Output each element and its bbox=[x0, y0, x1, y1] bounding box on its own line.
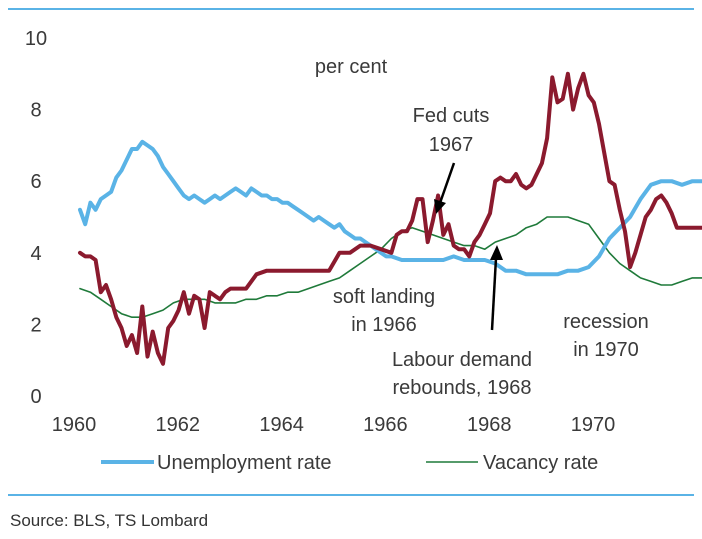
legend-label-vacancy: Vacancy rate bbox=[483, 452, 598, 474]
labour-demand-arrow bbox=[490, 257, 498, 331]
unit-label: per cent bbox=[315, 56, 388, 78]
labour-demand-arrowhead bbox=[490, 245, 503, 260]
bottom-rule bbox=[8, 494, 694, 496]
annotation-labour-demand-year: rebounds, 1968 bbox=[392, 377, 531, 399]
source-note: Source: BLS, TS Lombard bbox=[10, 511, 209, 530]
top-rule bbox=[8, 8, 694, 10]
fed-cuts-arrow bbox=[438, 162, 456, 204]
annotation-soft-landing: soft landing bbox=[333, 286, 435, 308]
fed-cuts-arrowhead bbox=[434, 199, 446, 214]
series-line-labour-demand bbox=[78, 71, 702, 366]
x-tick-label: 1960 bbox=[52, 414, 97, 436]
y-tick-label: 8 bbox=[30, 100, 41, 122]
y-tick-label: 2 bbox=[30, 314, 41, 336]
legend-label-unemployment: Unemployment rate bbox=[157, 452, 332, 474]
annotation-fed-cuts-year: 1967 bbox=[429, 134, 474, 156]
x-tick-label: 1962 bbox=[156, 414, 201, 436]
annotation-labour-demand: Labour demand bbox=[392, 349, 532, 371]
x-tick-label: 1970 bbox=[571, 414, 616, 436]
x-tick-label: 1968 bbox=[467, 414, 512, 436]
annotation-recession-year: in 1970 bbox=[573, 339, 639, 361]
x-tick-label: 1964 bbox=[259, 414, 304, 436]
y-tick-label: 6 bbox=[30, 171, 41, 193]
annotation-recession: recession bbox=[563, 311, 649, 333]
series-line-unemployment-rate bbox=[78, 139, 702, 277]
line-chart: 0 2 4 6 8 10 1960 1962 1964 1966 1968 1970 per cent F… bbox=[25, 28, 702, 474]
annotation-soft-landing-year: in 1966 bbox=[351, 314, 417, 336]
y-tick-label: 10 bbox=[25, 28, 47, 50]
y-tick-label: 4 bbox=[30, 243, 41, 265]
x-tick-label: 1966 bbox=[363, 414, 408, 436]
y-tick-label: 0 bbox=[30, 386, 41, 408]
annotation-fed-cuts: Fed cuts bbox=[413, 105, 490, 127]
